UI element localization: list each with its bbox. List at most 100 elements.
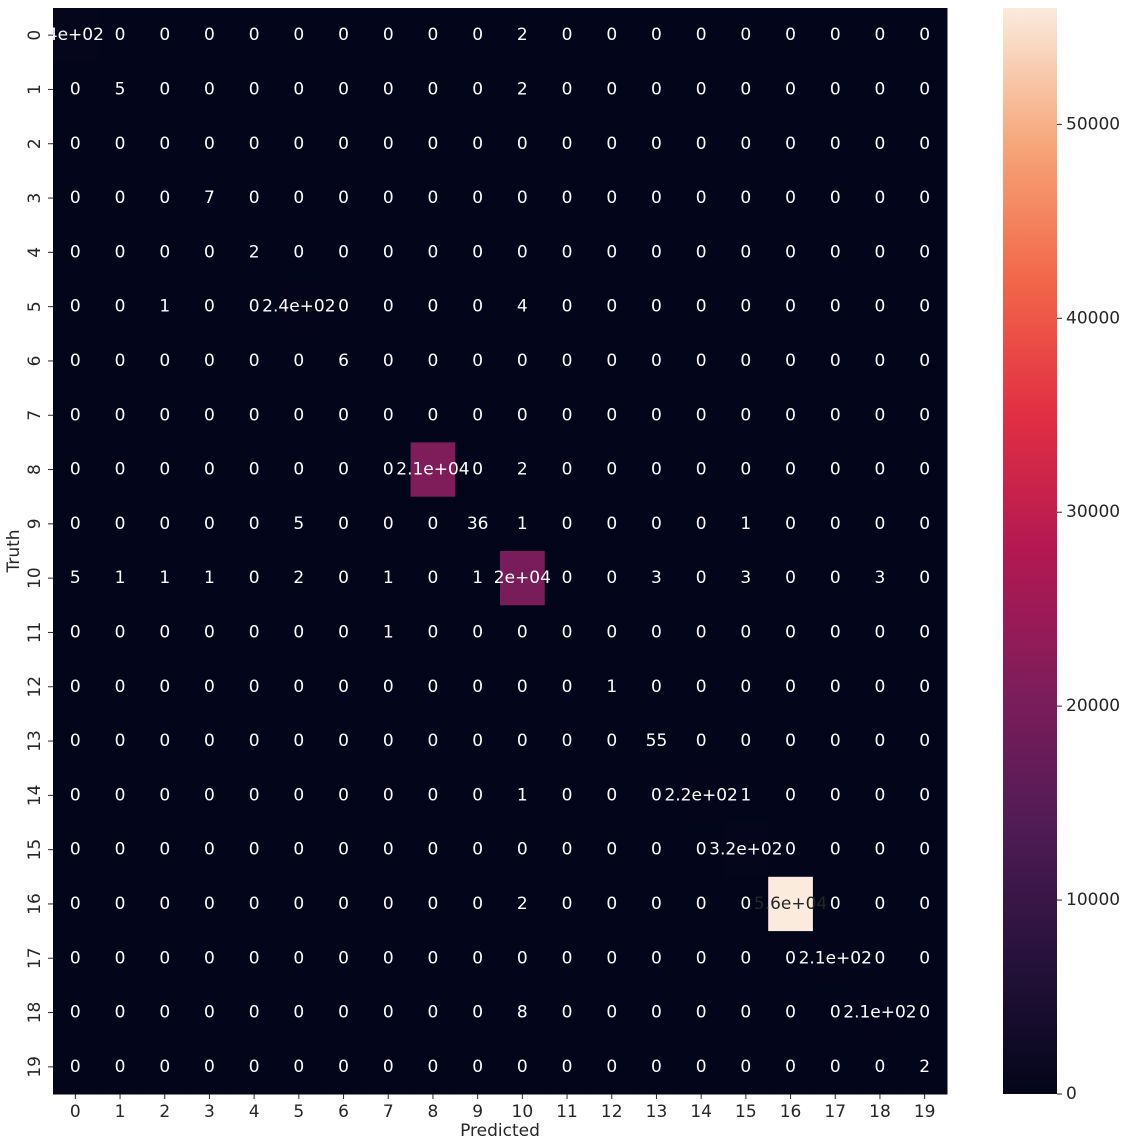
cell (902, 985, 948, 1041)
cell (634, 931, 680, 986)
cell-label: 0 (115, 1003, 126, 1023)
cell (97, 225, 143, 280)
cell (723, 170, 769, 226)
cell (589, 985, 635, 1041)
cell (678, 225, 724, 280)
cell-label: 0 (293, 731, 304, 751)
cell-label: 0 (517, 242, 528, 262)
cell (97, 931, 143, 986)
cell-label: 2.2e+02 (664, 785, 737, 805)
cell (365, 659, 412, 715)
colorbar-tick-label: 0 (1066, 1084, 1077, 1104)
cell (902, 659, 948, 715)
cell-label: 0 (606, 514, 617, 534)
cell (53, 985, 99, 1041)
cell (276, 876, 322, 932)
cell-label: 0 (919, 79, 930, 99)
cell-label: 0 (293, 460, 304, 480)
cell-label: 6 (338, 351, 349, 371)
cell (500, 116, 546, 172)
cell-label: 0 (159, 242, 170, 262)
cell (53, 116, 99, 172)
cell (53, 551, 99, 606)
cell-label: 0 (159, 894, 170, 914)
cell (142, 442, 188, 498)
y-tick-label: 12 (25, 676, 45, 698)
x-tick-label: 16 (780, 1102, 802, 1122)
cell (902, 551, 948, 606)
cell (723, 496, 769, 552)
cell-label: 55 (646, 731, 668, 751)
cell-label: 0 (875, 731, 886, 751)
cell-label: 1 (517, 514, 528, 534)
cell (723, 822, 769, 878)
cell (365, 116, 412, 172)
cell-label: 2 (919, 1057, 930, 1077)
cell-label: 0 (919, 894, 930, 914)
cell-label: 0 (875, 622, 886, 642)
cell (142, 333, 188, 389)
cell-label: 0 (875, 785, 886, 805)
cell (544, 931, 590, 986)
cell (53, 62, 99, 118)
cell-label: 0 (785, 514, 796, 534)
cell (321, 496, 367, 552)
cell-label: 0 (204, 1003, 215, 1023)
cell (723, 876, 769, 932)
cell-label: 0 (70, 242, 81, 262)
cell-label: 0 (383, 242, 394, 262)
cell-label: 0 (338, 677, 349, 697)
cell-label: 0 (785, 948, 796, 968)
cell (187, 279, 233, 335)
cell-label: 0 (115, 514, 126, 534)
x-tick-label: 10 (512, 1102, 534, 1122)
cell (723, 8, 769, 63)
cell (678, 496, 724, 552)
cell (812, 442, 859, 498)
cell (812, 551, 859, 606)
cell-label: 1 (517, 785, 528, 805)
y-tick-label: 9 (25, 518, 45, 529)
cell (902, 333, 948, 389)
cell-label: 0 (696, 840, 707, 860)
cell (276, 551, 322, 606)
cell-label: 0 (115, 242, 126, 262)
cell (544, 333, 590, 389)
cell (187, 876, 233, 932)
cell (455, 225, 501, 280)
cell-label: 0 (606, 134, 617, 154)
cell (410, 605, 456, 661)
cell-label: 0 (606, 1003, 617, 1023)
cell (589, 496, 635, 552)
cell-label: 0 (428, 405, 439, 425)
cell (276, 659, 322, 715)
cell-label: 0 (830, 622, 841, 642)
cell-label: 0 (830, 568, 841, 588)
cell (902, 1039, 948, 1095)
cell (857, 442, 903, 498)
cell-label: 0 (875, 460, 886, 480)
cell (723, 931, 769, 986)
cell (768, 170, 814, 226)
cell (812, 985, 859, 1041)
y-tick-label: 19 (25, 1056, 45, 1078)
cell-label: 0 (338, 242, 349, 262)
cell (53, 388, 99, 443)
cell (97, 62, 143, 118)
cell-label: 0 (249, 514, 260, 534)
cell (857, 659, 903, 715)
cell-label: 0 (204, 297, 215, 317)
cell-label: 0 (159, 785, 170, 805)
cell-label: 0 (562, 731, 573, 751)
x-tick-label: 1 (115, 1102, 126, 1122)
cell (678, 768, 724, 823)
cell (53, 605, 99, 661)
cell-label: 0 (830, 25, 841, 45)
cell (321, 279, 367, 335)
cell-label: 0 (696, 1003, 707, 1023)
cell-label: 0 (696, 894, 707, 914)
cell-label: 0 (562, 1057, 573, 1077)
cell-label: 0 (428, 785, 439, 805)
cell-label: 0 (785, 188, 796, 208)
cell-label: 0 (696, 514, 707, 534)
